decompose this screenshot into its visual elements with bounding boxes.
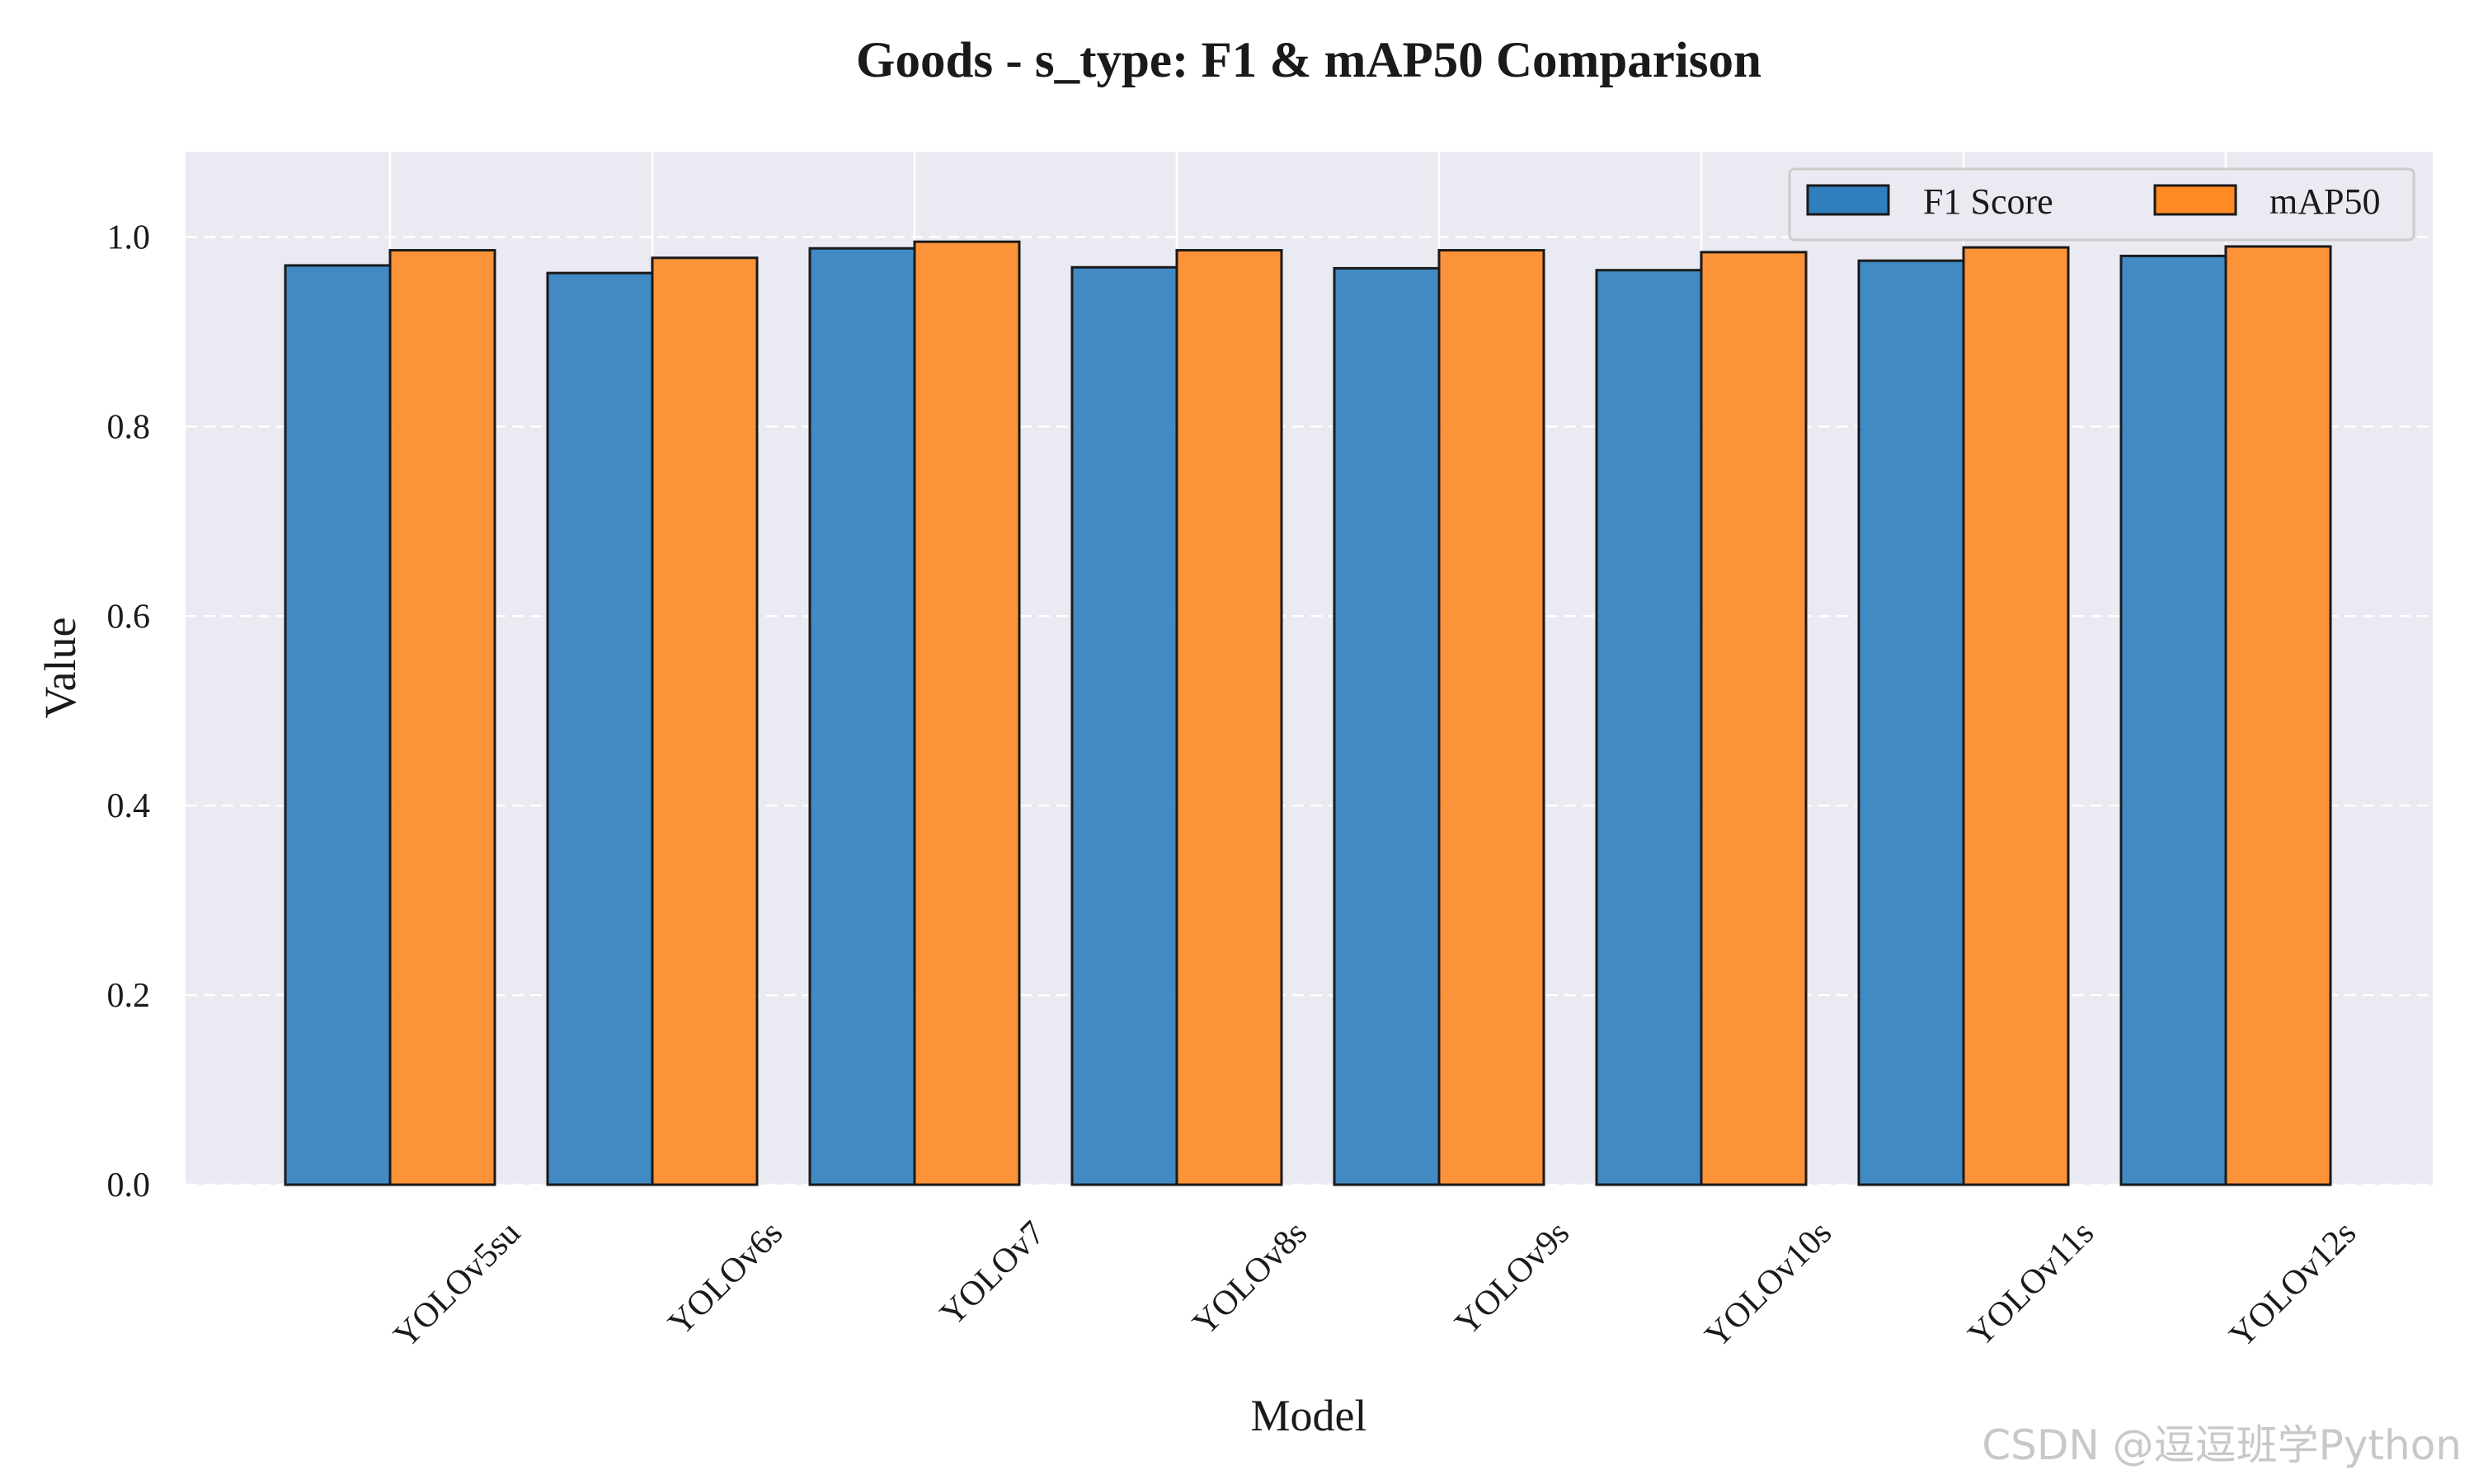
x-tick-label: YOLOv10s (1698, 1214, 1839, 1355)
bar-f1-yolov6s (546, 271, 654, 1186)
y-tick-label: 0.4 (107, 787, 151, 825)
x-tick-label: YOLOv7 (933, 1214, 1052, 1334)
bar-f1-yolov10s (1595, 269, 1703, 1186)
legend: F1 Score mAP50 (1788, 167, 2415, 242)
bar-map50-yolov7 (913, 240, 1021, 1186)
legend-label-f1: F1 Score (1923, 181, 2053, 222)
bar-f1-yolov5su (284, 264, 392, 1186)
bar-map50-yolov11s (1962, 246, 2070, 1186)
x-tick-label: YOLOv12s (2222, 1214, 2363, 1355)
x-tick-label: YOLOv9s (1448, 1214, 1577, 1343)
y-tick-label: 0.8 (107, 408, 151, 446)
y-axis-ticks: 0.0 0.2 0.4 0.6 0.8 1.0 (107, 218, 151, 1205)
y-tick-label: 0.6 (107, 598, 151, 636)
bar-f1-yolov11s (1857, 259, 1965, 1186)
legend-box (1788, 167, 2415, 242)
y-axis-label: Value (35, 618, 85, 719)
legend-swatch-map50 (2153, 184, 2237, 216)
bar-map50-yolov5su (388, 249, 496, 1186)
y-tick-label: 0.0 (107, 1167, 151, 1205)
plot-background (186, 152, 2433, 1185)
bar-map50-yolov12s (2224, 245, 2332, 1186)
bar-f1-yolov9s (1333, 266, 1441, 1186)
bar-map50-yolov9s (1437, 249, 1545, 1186)
bar-map50-yolov10s (1700, 251, 1808, 1186)
bar-map50-yolov8s (1175, 249, 1283, 1186)
x-tick-label: YOLOv11s (1961, 1214, 2101, 1355)
chart-title: Goods - s_type: F1 & mAP50 Comparison (856, 33, 1761, 88)
watermark: CSDN @逗逗班学Python (1982, 1421, 2462, 1469)
x-tick-label: YOLOv6s (661, 1214, 790, 1343)
legend-swatch-f1 (1806, 184, 1890, 216)
y-tick-label: 0.2 (107, 977, 151, 1015)
bar-f1-yolov7 (808, 247, 916, 1186)
x-axis-ticks: YOLOv5su YOLOv6s YOLOv7 YOLOv8s YOLOv9s YOLOv… (387, 1214, 2363, 1355)
bar-f1-yolov12s (2119, 254, 2227, 1186)
x-axis-label: Model (1251, 1391, 1367, 1440)
bars (284, 240, 2332, 1186)
x-tick-label: YOLOv5su (387, 1214, 528, 1355)
bar-f1-yolov8s (1070, 265, 1178, 1186)
y-tick-label: 1.0 (107, 218, 151, 256)
x-tick-label: YOLOv8s (1186, 1214, 1315, 1343)
legend-label-map50: mAP50 (2269, 181, 2380, 222)
bar-map50-yolov6s (651, 256, 759, 1186)
